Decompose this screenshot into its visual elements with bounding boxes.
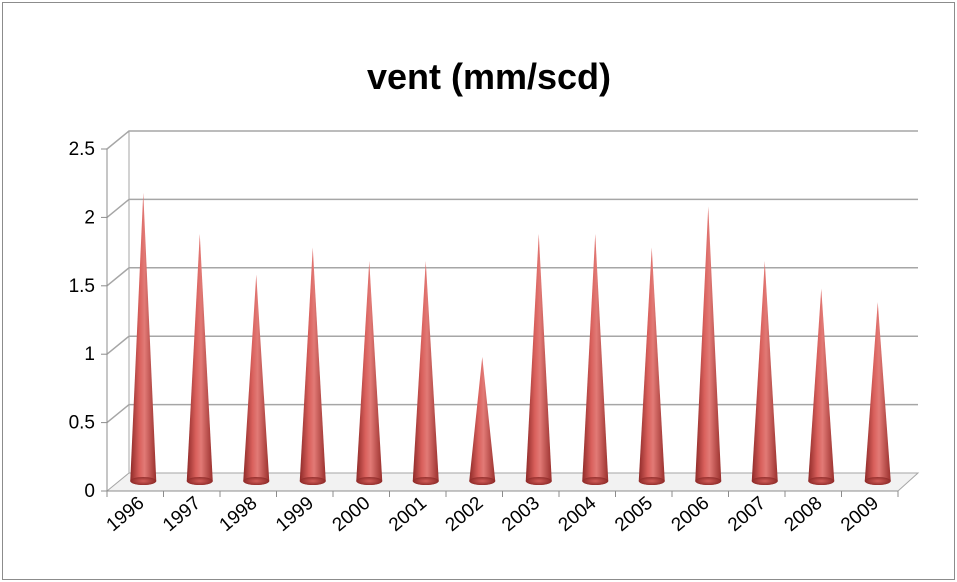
cone-bar	[864, 302, 891, 485]
x-tick-label: 2007	[724, 493, 770, 536]
x-tick-label: 2004	[555, 492, 601, 536]
gridline	[106, 130, 918, 150]
gridline	[106, 403, 918, 424]
gridline	[106, 198, 918, 218]
bar-1996	[130, 192, 157, 485]
bar-2006	[695, 206, 722, 485]
cone-bar	[808, 288, 835, 485]
cone-bar	[469, 356, 496, 485]
chart-title: vent (mm/scd)	[367, 56, 611, 97]
x-tick-label: 1999	[272, 493, 318, 536]
bar-2009	[864, 302, 891, 485]
cone-bar	[356, 261, 383, 485]
bar-2000	[356, 261, 383, 485]
x-tick-label: 2000	[329, 493, 375, 536]
x-tick-label: 2009	[837, 493, 883, 536]
y-tick-label: 1.5	[69, 276, 95, 297]
y-tick-label: 2.5	[69, 139, 95, 160]
cone-bar	[130, 192, 157, 485]
y-axis: 0 0.5 1 1.5 2 2.5	[69, 139, 108, 502]
gridline	[106, 335, 918, 355]
x-axis: 1996 1997 1998 1999 2000 2001 2002 2003 2004 2005…	[103, 490, 899, 536]
gridline	[106, 267, 918, 287]
y-tick-label: 0.5	[69, 413, 95, 434]
bar-1997	[186, 233, 213, 485]
grid-lines	[105, 130, 920, 492]
bar-2004	[582, 233, 609, 485]
bar-2001	[412, 261, 439, 485]
x-tick-label: 2003	[498, 493, 544, 536]
cone-bar	[525, 233, 552, 485]
cone-bar	[299, 247, 326, 485]
bar-1999	[299, 247, 326, 485]
bar-2008	[808, 288, 835, 485]
x-tick-label: 1996	[103, 493, 149, 536]
y-tick-label: 2	[84, 207, 95, 228]
x-tick-label: 1997	[159, 493, 205, 536]
bar-2005	[638, 247, 665, 485]
x-tick-label: 2002	[442, 493, 488, 536]
x-tick-label: 2006	[668, 493, 714, 536]
x-tick-label: 2005	[611, 493, 657, 536]
x-tick-label: 2001	[385, 493, 431, 536]
bar-2007	[751, 261, 778, 485]
x-tick-label: 1998	[216, 493, 262, 536]
cone-bar	[243, 274, 270, 485]
cone-bar	[186, 233, 213, 485]
chart-plot: vent (mm/scd) 0 0.5 1 1.5 2 2.5 1996 1997 1998 1…	[69, 56, 920, 536]
cone-bar	[638, 247, 665, 485]
bars	[130, 192, 891, 485]
cone-bar	[582, 233, 609, 485]
bar-2002	[469, 356, 496, 485]
y-tick-label: 1	[84, 344, 95, 365]
cone-bar	[695, 206, 722, 485]
cone-bar	[412, 261, 439, 485]
x-tick-label: 2008	[781, 493, 827, 536]
cone-bar	[751, 261, 778, 485]
bar-1998	[243, 274, 270, 485]
y-tick-label: 0	[84, 481, 95, 502]
bar-2003	[525, 233, 552, 485]
